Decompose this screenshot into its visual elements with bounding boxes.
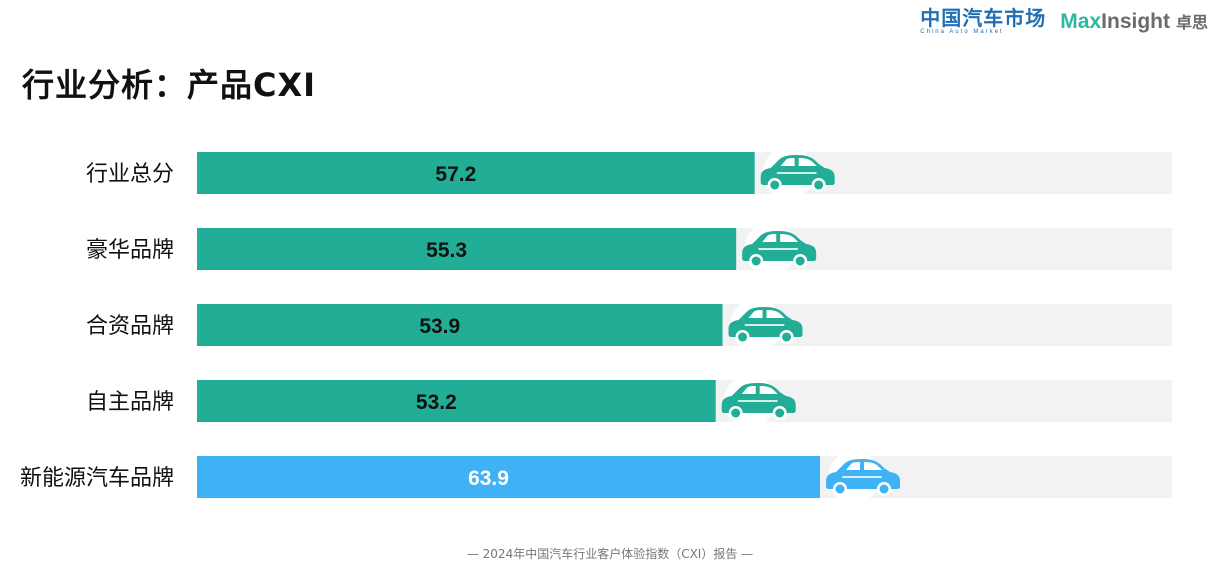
value-label: 55.3 <box>426 239 467 262</box>
category-label: 合资品牌 <box>86 314 174 339</box>
category-label: 豪华品牌 <box>86 238 174 263</box>
maxinsight-logo: MaxInsight 卓思 <box>1060 9 1208 34</box>
china-auto-market-logo: 中国汽车市场 China Auto Market <box>920 8 1046 35</box>
bar-row-2: 合资品牌 53.9 <box>86 299 1172 351</box>
value-label: 53.2 <box>416 391 457 414</box>
bar <box>197 304 723 346</box>
logo-bar: 中国汽车市场 China Auto Market MaxInsight 卓思 <box>920 8 1208 35</box>
bar-row-0: 行业总分 57.2 <box>86 147 1172 199</box>
bar <box>197 228 737 270</box>
bar-row-1: 豪华品牌 55.3 <box>86 223 1172 275</box>
car-icon <box>728 307 803 344</box>
category-label: 行业总分 <box>86 162 174 187</box>
logo-cam-zh: 中国汽车市场 <box>920 6 1047 30</box>
logo-zhuosi: 卓思 <box>1175 13 1208 32</box>
car-icon <box>760 155 835 192</box>
value-label: 53.9 <box>419 315 460 338</box>
category-label: 新能源汽车品牌 <box>20 466 174 491</box>
bar <box>197 380 716 422</box>
bar <box>197 152 755 194</box>
car-icon <box>721 383 796 420</box>
logo-max: Max <box>1060 10 1102 33</box>
value-label: 57.2 <box>435 163 476 186</box>
value-label: 63.9 <box>468 467 509 490</box>
page-title: 行业分析：产品CXI <box>22 66 317 104</box>
category-label: 自主品牌 <box>86 390 174 415</box>
bar <box>197 456 821 498</box>
car-icon <box>742 231 817 268</box>
logo-insight: Insight <box>1101 10 1170 33</box>
bar-row-4: 新能源汽车品牌 63.9 <box>20 451 1172 503</box>
logo-cam-en: China Auto Market <box>920 29 1004 35</box>
footer-text: — 2024年中国汽车行业客户体验指数（CXI）报告 — <box>466 547 754 561</box>
car-icon <box>826 459 901 496</box>
bar-row-3: 自主品牌 53.2 <box>86 375 1172 427</box>
